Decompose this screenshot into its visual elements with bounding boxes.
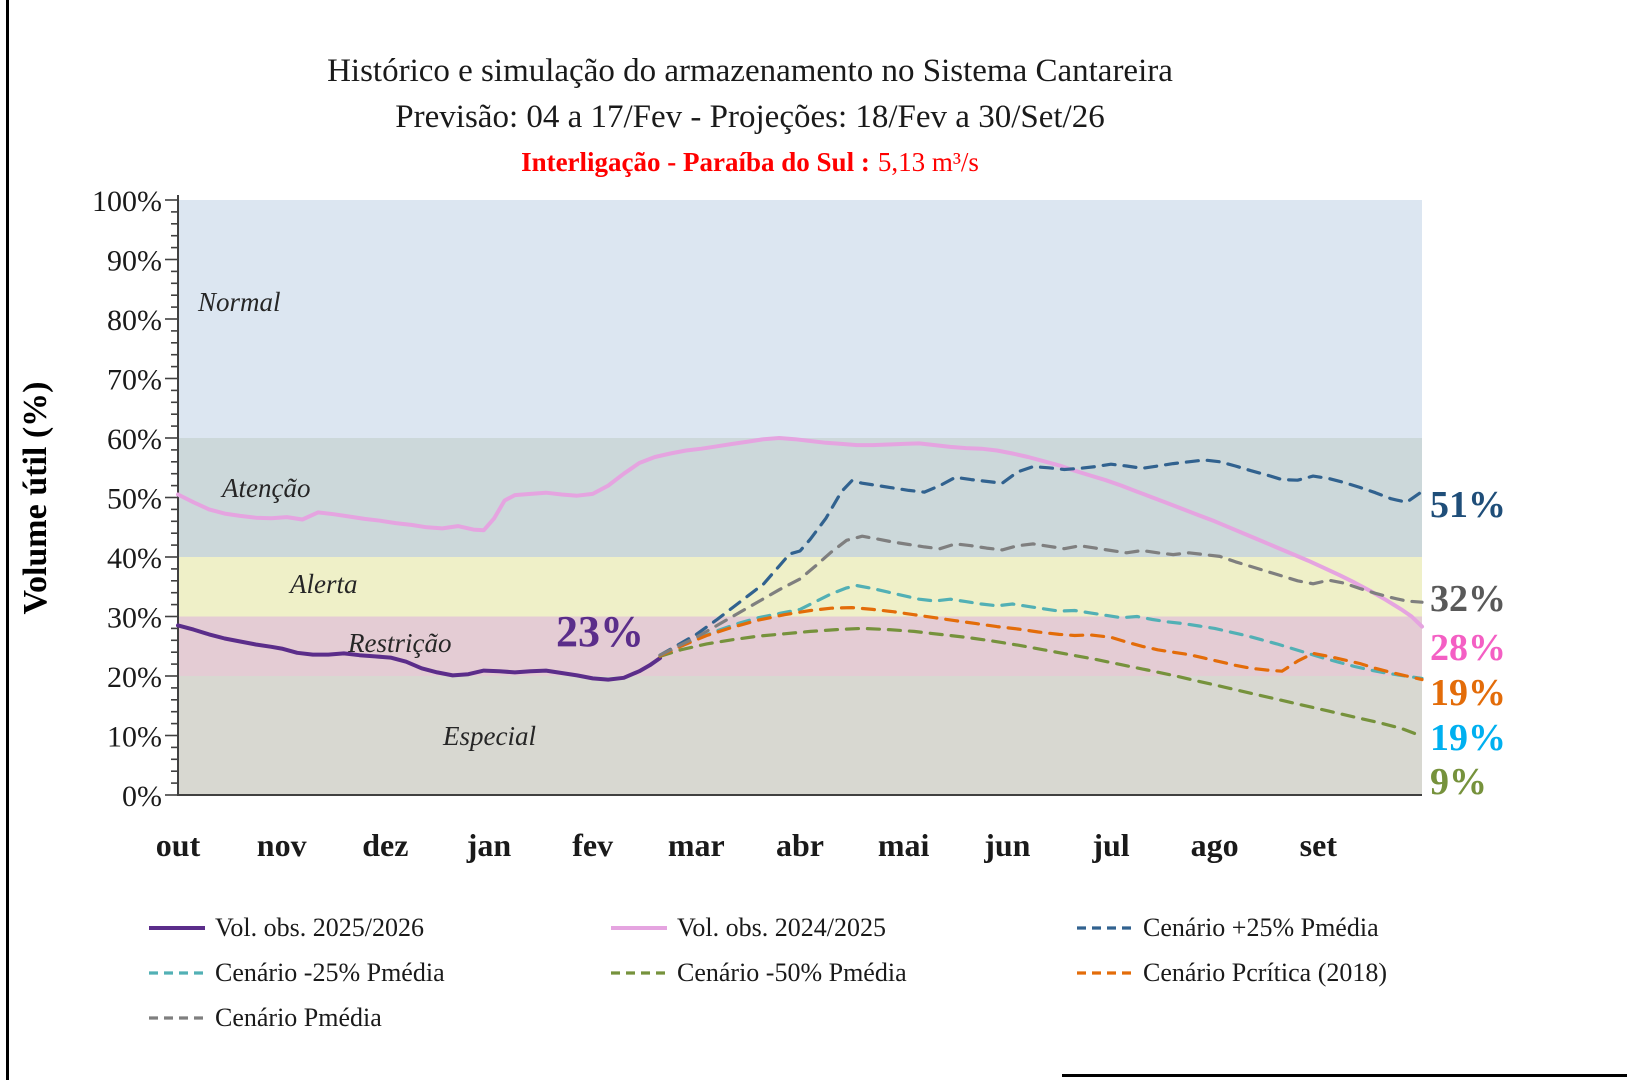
slide-bottom-border [1062, 1074, 1627, 1077]
series-end-label-3: 19% [1430, 717, 1506, 759]
legend-item-3: Cenário -25% Pmédia [148, 958, 610, 988]
chart-header: Histórico e simulação do armazenamento n… [0, 48, 1500, 182]
legend-item-2: Cenário +25% Pmédia [1076, 913, 1516, 943]
series-line-2 [658, 458, 1424, 657]
y-tick-label: 10% [107, 721, 162, 754]
x-tick-label: mai [878, 827, 930, 863]
series-line-0 [176, 623, 662, 682]
legend-item-5: Cenário Pcrítica (2018) [1076, 958, 1516, 988]
legend-label: Cenário +25% Pmédia [1143, 912, 1379, 942]
band-region-3 [178, 616, 1422, 676]
band-label-4: Especial [442, 721, 536, 751]
x-tick-label: fev [572, 827, 613, 863]
series-end-label-5: 19% [1430, 672, 1506, 714]
flow-note-label: Interligação - Paraíba do Sul : [521, 147, 870, 177]
legend-item-4: Cenário -50% Pmédia [610, 958, 1076, 988]
y-axis-title-text: Volume útil (%) [17, 381, 54, 615]
y-tick-label: 90% [107, 245, 162, 278]
legend-item-0: Vol. obs. 2025/2026 [148, 913, 610, 943]
series-line-6 [658, 534, 1424, 657]
legend-label: Cenário -25% Pmédia [215, 957, 445, 987]
y-tick-label: 50% [107, 483, 162, 516]
flow-note-value: 5,13 m³/s [877, 147, 979, 177]
band-label-2: Alerta [288, 569, 358, 599]
chart-legend: Vol. obs. 2025/2026 Vol. obs. 2024/2025 Ce… [148, 905, 1516, 1040]
y-tick-label: 80% [107, 304, 162, 337]
legend-label: Vol. obs. 2025/2026 [215, 912, 424, 942]
current-value-annotation: 23% [556, 607, 644, 656]
x-tick-label: ago [1191, 827, 1239, 863]
y-tick-label: 40% [107, 542, 162, 575]
y-tick-label: 70% [107, 364, 162, 397]
x-tick-label: out [156, 827, 201, 863]
legend-line-swatch [149, 970, 205, 975]
series-end-label-1: 28% [1430, 627, 1506, 669]
flow-note: Interligação - Paraíba do Sul :5,13 m³/s [0, 142, 1500, 182]
band-label-0: Normal [197, 287, 281, 317]
series-end-label-6: 32% [1430, 578, 1506, 620]
legend-line-swatch [149, 925, 205, 930]
chart-subtitle: Previsão: 04 a 17/Fev - Projeções: 18/Fe… [395, 99, 1105, 135]
x-tick-label: jul [1091, 827, 1129, 863]
x-tick-label: mar [668, 827, 725, 863]
legend-label: Cenário -50% Pmédia [677, 957, 907, 987]
band-label-3: Restrição [347, 628, 451, 658]
x-tick-label: set [1300, 827, 1338, 863]
series-line-1 [176, 436, 1424, 629]
band-region-1 [178, 438, 1422, 557]
chart-title: Histórico e simulação do armazenamento n… [327, 53, 1173, 89]
legend-label: Vol. obs. 2024/2025 [677, 912, 886, 942]
legend-line-swatch [1077, 970, 1133, 975]
legend-line-swatch [1077, 925, 1133, 930]
y-tick-label: 20% [107, 661, 162, 694]
legend-line-swatch [611, 925, 667, 930]
band-region-4 [178, 676, 1422, 795]
y-tick-label: 60% [107, 423, 162, 456]
band-region-2 [178, 557, 1422, 617]
chart-plot: Normal Atenção Alerta Restrição Especial 0% 10… [92, 185, 1506, 863]
x-tick-label: abr [776, 827, 824, 863]
legend-line-swatch [149, 1015, 205, 1020]
x-tick-label: jun [983, 827, 1030, 863]
legend-label: Cenário Pmédia [215, 1002, 382, 1032]
y-tick-label: 0% [122, 780, 162, 813]
y-tick-label: 30% [107, 602, 162, 635]
x-tick-label: nov [257, 827, 307, 863]
x-tick-label: jan [466, 827, 512, 863]
slide-left-border [6, 0, 9, 1080]
band-label-1: Atenção [220, 473, 310, 503]
legend-item-1: Vol. obs. 2024/2025 [610, 913, 1076, 943]
y-tick-label: 100% [92, 185, 162, 218]
series-end-label-4: 9% [1430, 761, 1487, 803]
series-end-label-2: 51% [1430, 484, 1506, 526]
series-line-5 [658, 605, 1424, 682]
legend-line-swatch [611, 970, 667, 975]
band-region-0 [178, 200, 1422, 438]
series-line-3 [658, 583, 1424, 681]
legend-item-6: Cenário Pmédia [148, 1003, 610, 1033]
legend-label: Cenário Pcrítica (2018) [1143, 957, 1388, 987]
series-line-4 [658, 626, 1424, 740]
x-tick-label: dez [362, 827, 408, 863]
